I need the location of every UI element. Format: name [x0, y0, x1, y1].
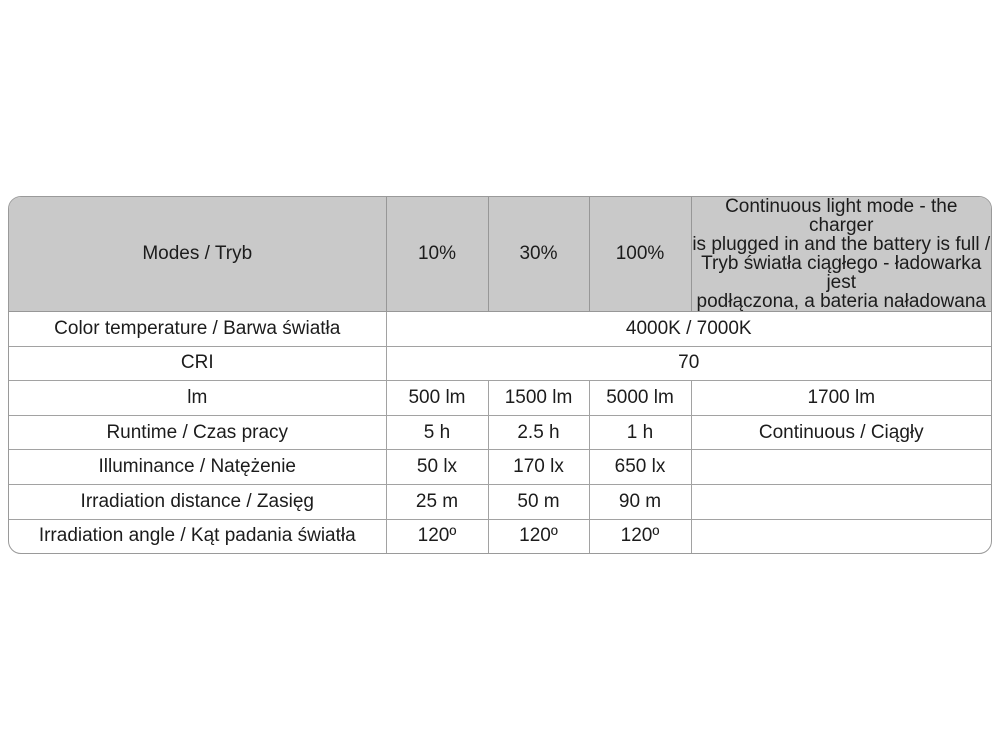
header-modes-tryb: Modes / Tryb: [9, 197, 387, 312]
value-angle-10: 120º: [385, 518, 489, 553]
value-illuminance-100: 650 lx: [588, 449, 692, 485]
value-runtime-100: 1 h: [588, 414, 692, 451]
value-distance-100: 90 m: [588, 483, 692, 520]
value-lumens-30: 1500 lm: [487, 380, 590, 416]
row-label-runtime: Runtime / Czas pracy: [9, 414, 387, 451]
header-mode-10: 10%: [385, 197, 489, 312]
value-cri: 70: [385, 345, 991, 382]
value-angle-30: 120º: [487, 518, 590, 553]
header-mode-30: 30%: [487, 197, 590, 312]
row-label-lumens: lm: [9, 380, 387, 416]
row-label-cri: CRI: [9, 345, 387, 382]
value-runtime-30: 2.5 h: [487, 414, 590, 451]
row-label-irradiation-angle: Irradiation angle / Kąt padania światła: [9, 518, 387, 553]
value-angle-continuous: [690, 518, 991, 553]
value-angle-100: 120º: [588, 518, 692, 553]
value-distance-30: 50 m: [487, 483, 590, 520]
table-row-irradiation-angle: Irradiation angle / Kąt padania światła …: [9, 518, 991, 553]
value-lumens-100: 5000 lm: [588, 380, 692, 416]
table-row-runtime: Runtime / Czas pracy 5 h 2.5 h 1 h Conti…: [9, 414, 991, 451]
row-label-color-temperature: Color temperature / Barwa światła: [9, 311, 387, 347]
table-row-illuminance: Illuminance / Natężenie 50 lx 170 lx 650…: [9, 449, 991, 485]
row-label-irradiation-distance: Irradiation distance / Zasięg: [9, 483, 387, 520]
value-color-temperature: 4000K / 7000K: [385, 311, 991, 347]
value-illuminance-10: 50 lx: [385, 449, 489, 485]
value-runtime-continuous: Continuous / Ciągły: [690, 414, 991, 451]
value-illuminance-continuous: [690, 449, 991, 485]
table-row-irradiation-distance: Irradiation distance / Zasięg 25 m 50 m …: [9, 483, 991, 520]
value-lumens-continuous: 1700 lm: [690, 380, 991, 416]
header-mode-100: 100%: [588, 197, 692, 312]
specifications-table: Modes / Tryb 10% 30% 100% Continuous lig…: [8, 196, 992, 554]
table-row-cri: CRI 70: [9, 345, 991, 382]
row-label-illuminance: Illuminance / Natężenie: [9, 449, 387, 485]
value-distance-10: 25 m: [385, 483, 489, 520]
value-runtime-10: 5 h: [385, 414, 489, 451]
value-lumens-10: 500 lm: [385, 380, 489, 416]
value-distance-continuous: [690, 483, 991, 520]
table-row-lumens: lm 500 lm 1500 lm 5000 lm 1700 lm: [9, 380, 991, 416]
spec-table-grid: Modes / Tryb 10% 30% 100% Continuous lig…: [9, 197, 991, 553]
table-row-color-temperature: Color temperature / Barwa światła 4000K …: [9, 311, 991, 347]
value-illuminance-30: 170 lx: [487, 449, 590, 485]
header-continuous-mode: Continuous light mode - the charger is pl…: [690, 197, 991, 312]
table-header-row: Modes / Tryb 10% 30% 100% Continuous lig…: [9, 197, 991, 312]
